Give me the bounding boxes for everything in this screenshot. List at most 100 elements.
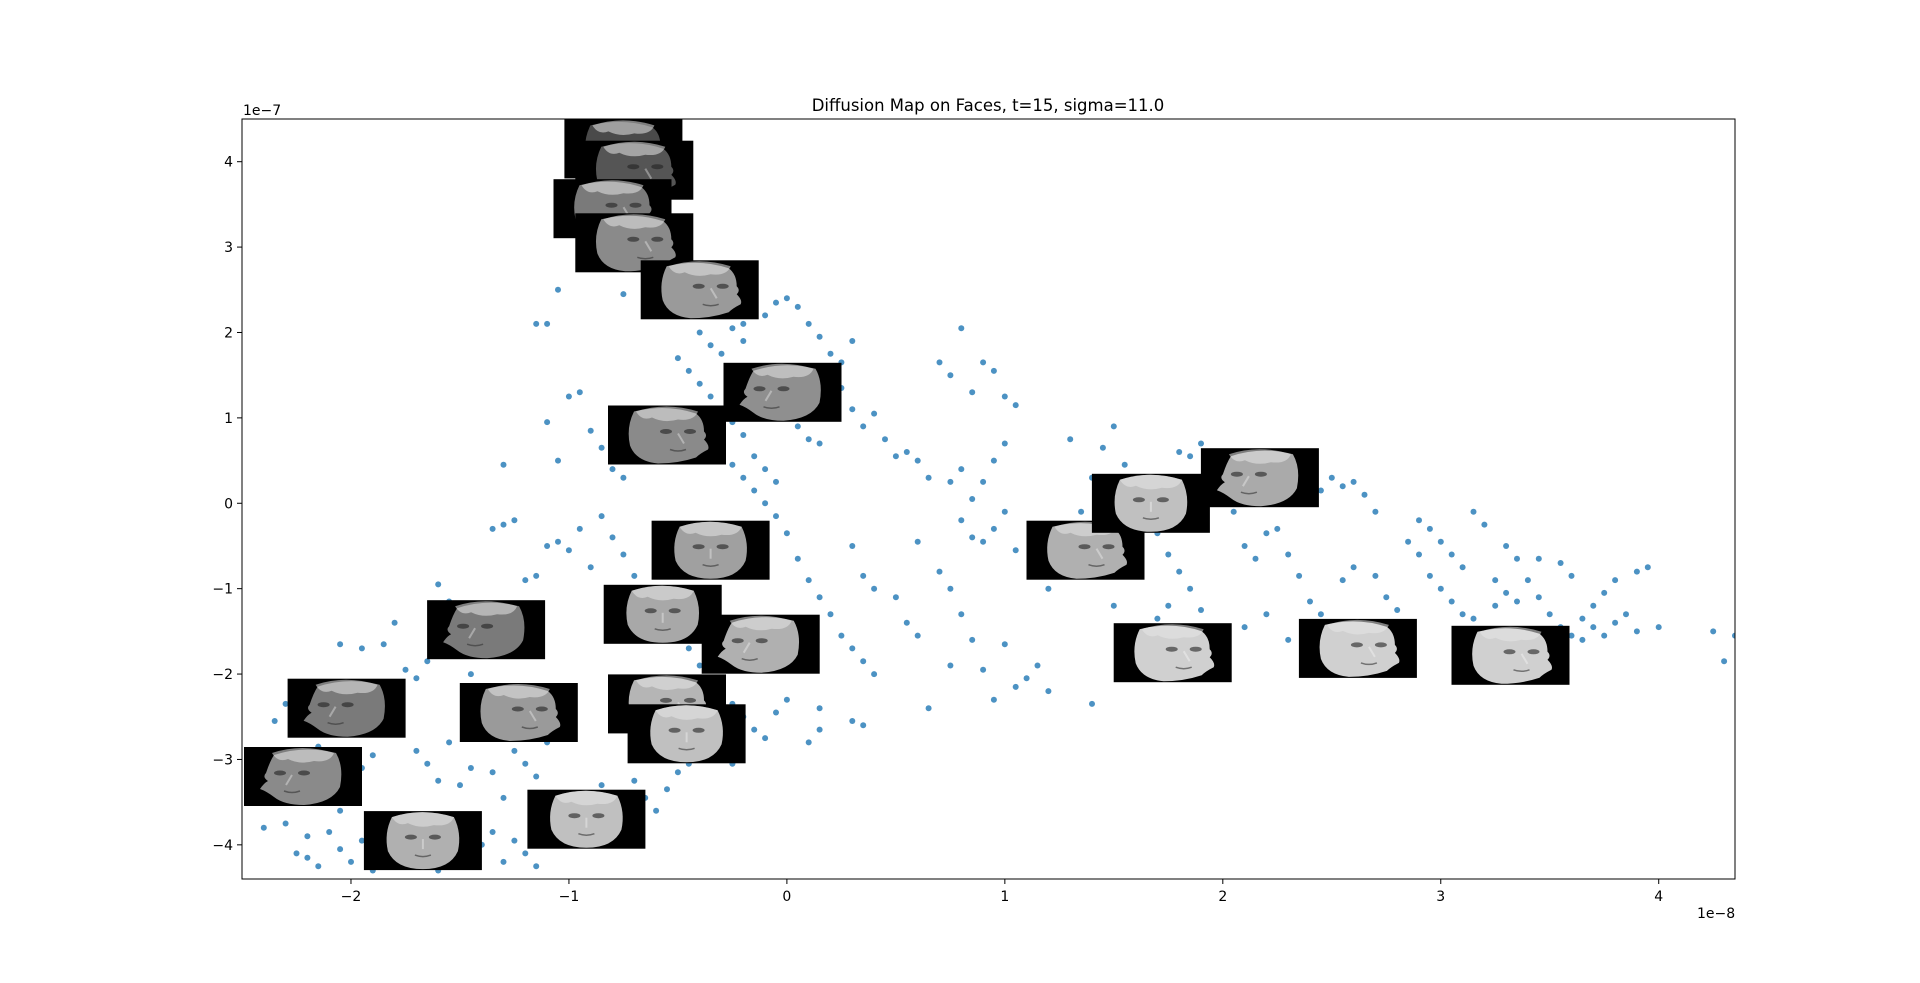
y-tick-label: 1 — [224, 411, 233, 427]
data-point — [631, 572, 638, 579]
data-point — [598, 782, 605, 789]
data-point — [282, 820, 289, 827]
data-point — [1470, 615, 1477, 622]
data-point — [424, 658, 431, 665]
data-point — [783, 295, 790, 302]
data-point — [805, 320, 812, 327]
data-point — [980, 478, 987, 485]
data-point — [489, 769, 496, 776]
data-point — [980, 538, 987, 545]
data-point — [435, 777, 442, 784]
data-point — [1089, 700, 1095, 707]
data-point — [555, 538, 561, 545]
data-point — [958, 466, 965, 473]
data-point — [1187, 453, 1194, 460]
data-point — [925, 705, 932, 712]
data-point — [1416, 551, 1422, 558]
data-point — [1644, 564, 1651, 571]
data-point — [762, 500, 769, 507]
face-thumbnails — [244, 119, 1570, 871]
data-point — [1590, 624, 1597, 631]
data-point — [707, 393, 714, 400]
data-point — [1328, 474, 1335, 481]
plot-frame — [241, 118, 1736, 880]
data-point — [794, 555, 801, 562]
y-tick-label: −3 — [212, 752, 233, 768]
data-point — [696, 329, 703, 336]
data-point — [555, 286, 561, 293]
data-point — [871, 585, 878, 592]
data-point — [587, 564, 594, 571]
data-point — [816, 726, 823, 733]
data-point — [947, 662, 954, 669]
data-point — [511, 747, 518, 754]
data-point — [653, 807, 660, 814]
data-point — [816, 333, 823, 340]
data-point — [685, 645, 692, 652]
data-point — [1317, 611, 1324, 618]
data-point — [1470, 508, 1477, 515]
data-point — [1448, 551, 1455, 558]
data-point — [969, 636, 976, 643]
data-point — [696, 662, 703, 669]
data-point — [609, 466, 616, 473]
data-point — [958, 611, 965, 618]
data-point — [849, 543, 856, 549]
data-point — [1492, 577, 1499, 584]
data-point — [435, 581, 442, 588]
y-axis-offset-label: 1e−7 — [243, 103, 281, 119]
y-tick-label: −4 — [212, 838, 233, 854]
data-point — [1230, 508, 1237, 515]
data-point — [576, 525, 583, 532]
data-point — [1078, 508, 1085, 515]
data-point — [1001, 440, 1008, 447]
data-point — [358, 645, 365, 652]
data-point — [1568, 572, 1575, 579]
data-point — [1503, 589, 1510, 596]
x-tick-label: 3 — [1436, 889, 1445, 905]
data-point — [1481, 521, 1488, 528]
data-point — [860, 722, 867, 729]
data-point — [860, 423, 867, 430]
data-point — [751, 453, 758, 460]
data-point — [892, 453, 899, 460]
data-point — [337, 846, 344, 853]
data-point — [565, 393, 572, 400]
y-tick-label: −1 — [212, 582, 233, 598]
data-point — [882, 436, 888, 443]
face-thumbnail — [1298, 618, 1417, 678]
data-point — [1448, 598, 1455, 605]
data-point — [947, 372, 954, 379]
data-point — [816, 594, 823, 601]
data-point — [783, 696, 790, 703]
data-point — [860, 572, 867, 579]
data-point — [1045, 585, 1052, 592]
data-point — [489, 525, 496, 532]
data-point — [304, 854, 311, 861]
data-point — [1535, 555, 1542, 562]
data-point — [860, 658, 867, 665]
data-point — [849, 645, 856, 652]
data-point — [609, 534, 616, 541]
data-point — [1012, 547, 1019, 554]
data-point — [1721, 658, 1728, 665]
data-point — [1317, 487, 1324, 494]
data-point — [598, 513, 605, 520]
data-point — [947, 478, 954, 485]
y-tick-label: 0 — [224, 496, 233, 512]
data-point — [827, 350, 834, 357]
data-point — [914, 632, 921, 639]
y-tick-label: 3 — [224, 240, 233, 256]
data-point — [565, 547, 572, 554]
data-point — [1710, 628, 1717, 635]
data-point — [631, 777, 638, 784]
data-point — [304, 833, 311, 840]
data-point — [598, 444, 605, 451]
data-point — [544, 320, 551, 327]
x-tick-label: 4 — [1654, 889, 1663, 905]
data-point — [1263, 530, 1270, 537]
data-point — [544, 543, 551, 549]
data-point — [533, 320, 540, 327]
data-point — [511, 837, 518, 844]
data-point — [424, 760, 431, 767]
